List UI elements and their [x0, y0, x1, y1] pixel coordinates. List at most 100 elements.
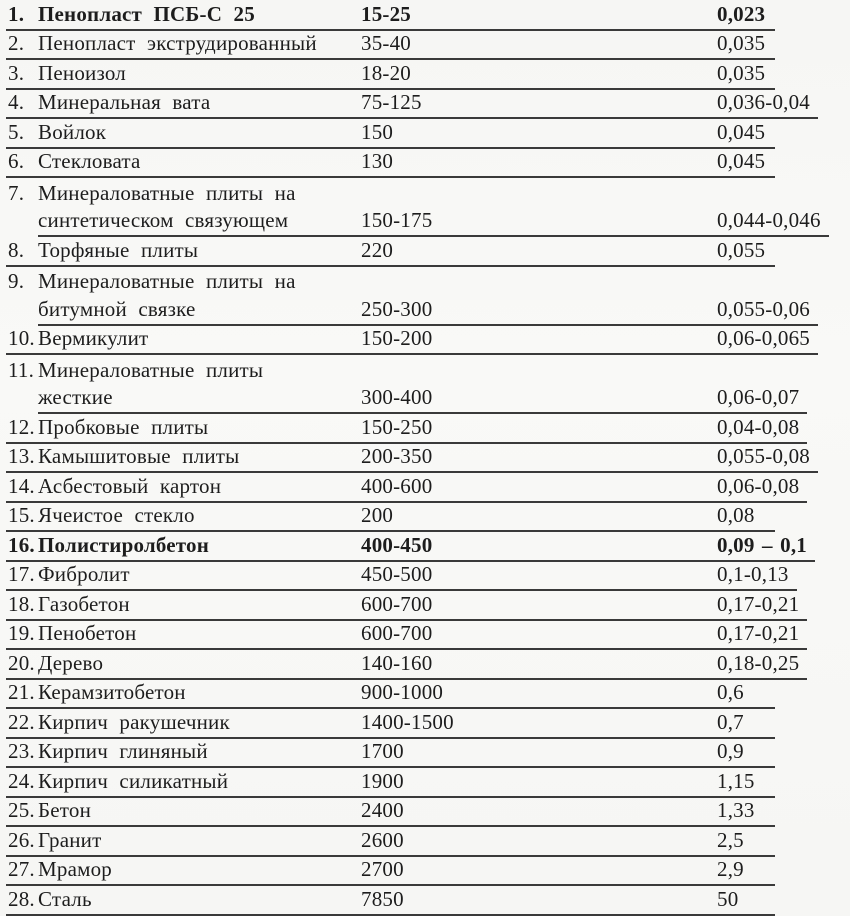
row-number: 3. — [8, 60, 25, 85]
row-number: 2. — [8, 31, 25, 56]
material-name: Пеноизол — [38, 60, 126, 85]
table-row: жесткие 300-400 0,06-0,07 — [38, 385, 808, 415]
table-row: 4. Минеральная вата 75-125 0,036-0,04 — [6, 90, 818, 120]
row-number: 5. — [8, 119, 25, 144]
table-row: 18. Газобетон 600-700 0,17-0,21 — [6, 591, 808, 621]
material-name: Асбестовый картон — [38, 473, 222, 498]
material-name: Газобетон — [38, 591, 130, 616]
table-row: 25. Бетон 2400 1,33 — [6, 798, 775, 828]
table-row: синтетическом связующем 150-175 0,044-0,… — [38, 208, 829, 238]
row-number: 14. — [8, 473, 35, 498]
density-value: 130 — [361, 149, 394, 174]
density-value: 2400 — [361, 798, 404, 823]
table-row: 24. Кирпич силикатный 1900 1,15 — [6, 768, 775, 798]
thermal-conductivity-value: 0,7 — [717, 709, 744, 734]
density-value: 400-600 — [361, 473, 433, 498]
material-name: Кирпич ракушечник — [38, 709, 230, 734]
density-value: 1700 — [361, 739, 404, 764]
row-number: 24. — [8, 768, 35, 793]
table-row: 20. Дерево 140-160 0,18-0,25 — [6, 650, 808, 680]
density-value: 150 — [361, 119, 394, 144]
material-name: Минеральная вата — [38, 90, 211, 115]
density-value: 400-450 — [361, 532, 433, 557]
material-name: Кирпич глиняный — [38, 739, 208, 764]
thermal-conductivity-value: 0,1-0,13 — [717, 562, 789, 587]
density-value: 900-1000 — [361, 680, 444, 705]
table-row: 22. Кирпич ракушечник 1400-1500 0,7 — [6, 709, 775, 739]
table-row: 26. Гранит 2600 2,5 — [6, 827, 775, 857]
table-row: 5. Войлок 150 0,045 — [6, 119, 775, 149]
thermal-conductivity-value: 0,044-0,046 — [717, 208, 821, 233]
material-name: Керамзитобетон — [38, 680, 186, 705]
material-name: Полистиролбетон — [38, 532, 210, 557]
material-name: Дерево — [38, 650, 104, 675]
thermal-conductivity-value: 0,9 — [717, 739, 744, 764]
row-number: 23. — [8, 739, 35, 764]
row-number: 7. — [8, 180, 25, 205]
density-value: 2700 — [361, 857, 404, 882]
row-number: 22. — [8, 709, 35, 734]
density-value: 18-20 — [361, 60, 411, 85]
material-name: Кирпич силикатный — [38, 768, 229, 793]
thermal-conductivity-value: 0,06-0,065 — [717, 326, 810, 351]
material-name: Фибролит — [38, 562, 130, 587]
density-value: 600-700 — [361, 591, 433, 616]
row-number: 11. — [8, 357, 35, 382]
thermal-conductivity-value: 0,04-0,08 — [717, 414, 800, 439]
density-value — [361, 292, 717, 296]
row-number: 12. — [8, 414, 35, 439]
thermal-conductivity-value: 0,055-0,08 — [717, 444, 810, 469]
table-row: 3. Пеноизол 18-20 0,035 — [6, 60, 775, 90]
material-name: Минераловатные плиты на — [38, 180, 296, 205]
table-row: 14. Асбестовый картон 400-600 0,06-0,08 — [6, 473, 808, 503]
table-row: 7. Минераловатные плиты на — [6, 178, 775, 208]
table-row: 19. Пенобетон 600-700 0,17-0,21 — [6, 621, 808, 651]
material-name: Минераловатные плиты — [38, 357, 264, 382]
density-value: 150-200 — [361, 326, 433, 351]
row-number: 18. — [8, 591, 35, 616]
thermal-conductivity-value: 0,08 — [717, 503, 755, 528]
row-number: 4. — [8, 90, 25, 115]
density-value: 150-175 — [361, 208, 433, 233]
material-name: Бетон — [38, 798, 92, 823]
material-name: Ячеистое стекло — [38, 503, 195, 528]
table-row: 15. Ячеистое стекло 200 0,08 — [6, 503, 775, 533]
density-value: 600-700 — [361, 621, 433, 646]
table-row: 10. Вермикулит 150-200 0,06-0,065 — [6, 326, 818, 356]
table-row: битумной связке 250-300 0,055-0,06 — [38, 296, 818, 326]
density-value: 450-500 — [361, 562, 433, 587]
table-row: 17. Фибролит 450-500 0,1-0,13 — [6, 562, 797, 592]
density-value: 200-350 — [361, 444, 433, 469]
density-value: 75-125 — [361, 90, 422, 115]
material-name: Пенопласт ПСБ-С 25 — [38, 1, 255, 26]
table-row: 12. Пробковые плиты 150-250 0,04-0,08 — [6, 414, 808, 444]
table-row: 27. Мрамор 2700 2,9 — [6, 857, 775, 887]
thermal-conductivity-value: 0,045 — [717, 149, 766, 174]
thermal-conductivity-value: 0,09 – 0,1 — [717, 532, 807, 557]
thermal-conductivity-value: 0,055 — [717, 237, 766, 262]
materials-table: 1. Пенопласт ПСБ-С 25 15-25 0,023 2. Пен… — [6, 1, 829, 916]
row-number: 27. — [8, 857, 35, 882]
density-value: 35-40 — [361, 31, 411, 56]
material-name: Минераловатные плиты на — [38, 269, 296, 294]
row-number: 15. — [8, 503, 35, 528]
material-name: Торфяные плиты — [38, 237, 199, 262]
table-row: 1. Пенопласт ПСБ-С 25 15-25 0,023 — [6, 1, 775, 31]
thermal-conductivity-value: 50 — [717, 886, 739, 911]
material-name: Пробковые плиты — [38, 414, 209, 439]
thermal-conductivity-value: 1,15 — [717, 768, 755, 793]
density-value: 150-250 — [361, 414, 433, 439]
thermal-conductivity-value: 0,045 — [717, 119, 766, 144]
density-value: 1400-1500 — [361, 709, 454, 734]
table-row: 11. Минераловатные плиты — [6, 355, 775, 385]
density-value — [361, 381, 717, 385]
table-row: 23. Кирпич глиняный 1700 0,9 — [6, 739, 775, 769]
material-name: Пенобетон — [38, 621, 137, 646]
thermal-conductivity-value: 2,5 — [717, 827, 744, 852]
thermal-conductivity-value: 0,18-0,25 — [717, 650, 800, 675]
thermal-conductivity-value: 0,06-0,07 — [717, 385, 800, 410]
material-name: Вермикулит — [38, 326, 149, 351]
table-row: 16. Полистиролбетон 400-450 0,09 – 0,1 — [6, 532, 815, 562]
density-value: 200 — [361, 503, 394, 528]
